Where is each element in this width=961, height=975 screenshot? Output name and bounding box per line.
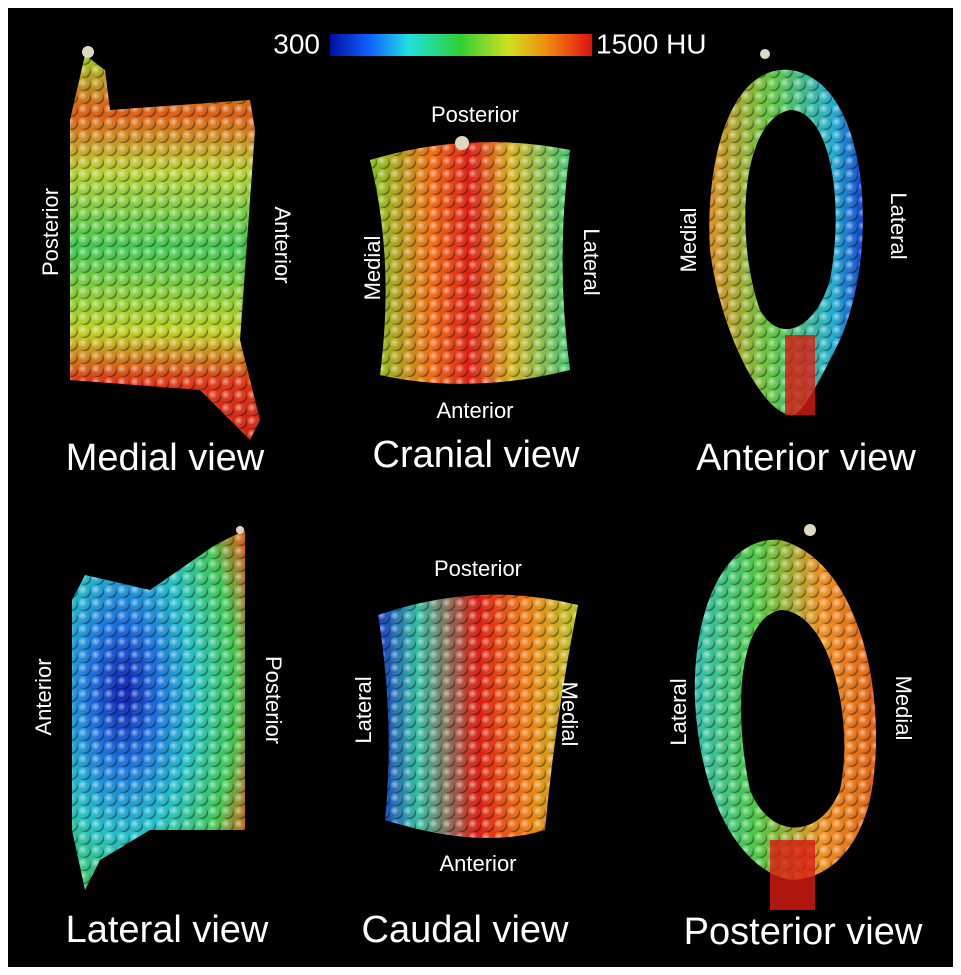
orientation-label: Medial — [557, 682, 582, 747]
orientation-label: Lateral — [886, 192, 911, 259]
orientation-label: Lateral — [666, 678, 691, 745]
figure: 300 1500 HU Posterior Anterior Medial vi… — [0, 0, 961, 975]
view-title: Lateral view — [66, 909, 269, 951]
view-title: Anterior view — [696, 437, 916, 479]
orientation-label: Anterior — [436, 398, 513, 423]
orientation-label: Posterior — [434, 556, 522, 581]
colorbar-min: 300 — [273, 28, 320, 59]
cranial-render — [370, 136, 570, 384]
orientation-label: Medial — [891, 676, 916, 741]
page: {"colorbar": {"min_label": "300", "max_l… — [0, 0, 961, 975]
orientation-label: Anterior — [439, 851, 516, 876]
orientation-label: Anterior — [31, 658, 56, 735]
orientation-label: Lateral — [579, 228, 604, 295]
orientation-label: Posterior — [261, 656, 286, 744]
view-title: Posterior view — [684, 911, 923, 953]
orientation-label: Medial — [676, 208, 701, 273]
view-title: Medial view — [66, 437, 265, 479]
orientation-label: Anterior — [270, 206, 295, 283]
orientation-label: Posterior — [431, 102, 519, 127]
orientation-label: Medial — [360, 236, 385, 301]
view-title: Caudal view — [362, 909, 570, 951]
orientation-label: Lateral — [351, 676, 376, 743]
orientation-label: Posterior — [38, 188, 63, 276]
colorbar-max: 1500 HU — [596, 28, 707, 59]
colorbar — [330, 34, 592, 56]
view-title: Cranial view — [373, 434, 581, 476]
